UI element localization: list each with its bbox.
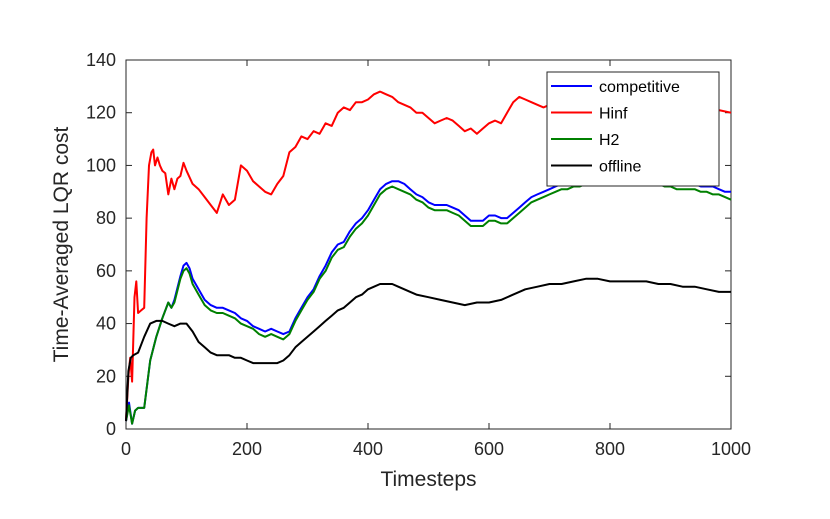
legend-entry-h2: H2: [551, 132, 620, 149]
x-tick-label: 200: [232, 439, 262, 459]
y-tick-label: 40: [96, 314, 116, 334]
x-tick-label: 600: [474, 439, 504, 459]
y-tick-label: 20: [96, 366, 116, 386]
legend-label: competitive: [599, 79, 680, 96]
legend: competitive Hinf H2 offline: [546, 71, 720, 187]
x-tick-label: 800: [595, 439, 625, 459]
series-line-hinf: [125, 90, 732, 422]
legend-entry-hinf: Hinf: [551, 106, 628, 123]
legend-label: H2: [599, 132, 620, 149]
y-axis-ticks: 0 20 40 60 80 100 120 140: [86, 50, 731, 439]
legend-entry-offline: offline: [551, 159, 642, 176]
y-tick-label: 60: [96, 261, 116, 281]
series-line-offline: [125, 277, 731, 422]
legend-label: offline: [599, 159, 642, 176]
y-tick-label: 140: [86, 50, 116, 70]
legend-box: [546, 71, 720, 187]
x-axis-title: Timesteps: [380, 468, 476, 491]
legend-entry-competitive: competitive: [551, 79, 680, 96]
legend-label: Hinf: [599, 106, 628, 123]
y-axis-title: Time-Averaged LQR cost: [50, 126, 73, 362]
plot-area-frame: [125, 59, 732, 430]
y-tick-label: 0: [106, 419, 116, 439]
x-tick-label: 1000: [711, 439, 751, 459]
y-tick-label: 100: [86, 155, 116, 175]
axes: 0 200 400 600 800 1000 0 20 40 60 80 100 120 140: [86, 50, 751, 459]
x-tick-label: 400: [353, 439, 383, 459]
x-axis-ticks: 0 200 400 600 800 1000: [121, 60, 751, 459]
x-tick-label: 0: [121, 439, 131, 459]
legend-items: competitive Hinf H2 offline: [551, 79, 680, 176]
y-tick-label: 120: [86, 103, 116, 123]
y-tick-label: 80: [96, 208, 116, 228]
